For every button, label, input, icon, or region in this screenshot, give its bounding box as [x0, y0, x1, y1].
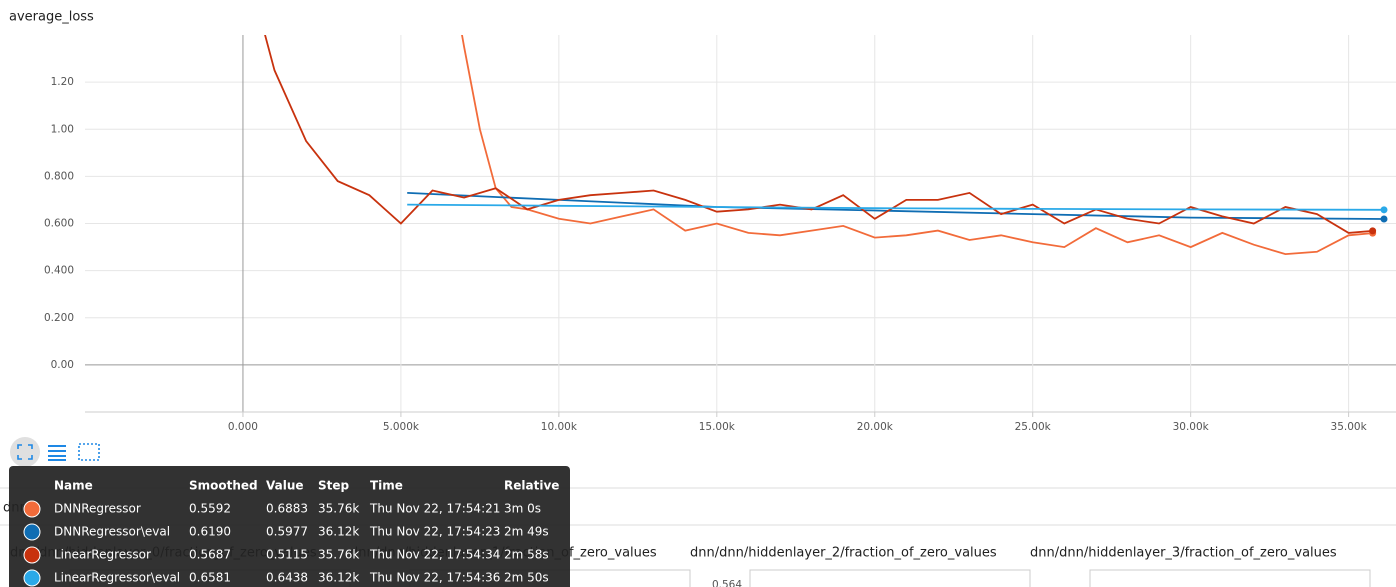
x-tick-label: 15.00k	[699, 421, 736, 433]
toolbar	[10, 437, 100, 467]
tooltip-cell: 0.6581	[189, 571, 231, 585]
y-tick-label: 1.20	[51, 76, 74, 88]
fit-button-bg[interactable]	[10, 437, 40, 467]
grid	[85, 35, 1396, 417]
card-plot	[749, 569, 1031, 587]
tooltip-cell: 0.5977	[266, 525, 308, 539]
series-swatch	[23, 569, 41, 587]
tooltip-cell: 0.6883	[266, 502, 308, 516]
tooltip-cell: Thu Nov 22, 17:54:23	[369, 525, 500, 539]
card-title: dnn/dnn/hiddenlayer_2/fraction_of_zero_v…	[690, 546, 997, 561]
x-tick-label: 30.00k	[1173, 421, 1210, 433]
tooltip-cell: 0.5687	[189, 548, 231, 562]
x-tick-label: 35.00k	[1331, 421, 1368, 433]
x-tick-label: 5.000k	[383, 421, 420, 433]
zoom-icon[interactable]	[78, 443, 100, 461]
tooltip-cell: 35.76k	[318, 502, 359, 516]
series-swatch	[23, 546, 41, 564]
hover-dot	[1369, 227, 1377, 235]
x-tick-label: 20.00k	[857, 421, 894, 433]
tooltip-cell: 36.12k	[318, 525, 359, 539]
y-tick-label: 0.00	[51, 359, 74, 371]
tooltip-name: DNNRegressor	[54, 502, 141, 516]
tooltip-cell: 0.5592	[189, 502, 231, 516]
series-line	[264, 35, 1373, 234]
hover-dot	[1380, 206, 1388, 214]
tooltip-cell: 2m 49s	[504, 525, 549, 539]
card-tick: 0.564	[712, 579, 742, 587]
series-line	[461, 35, 1373, 256]
tooltip-name: DNNRegressor\eval	[54, 525, 170, 539]
y-tick-label: 0.200	[44, 312, 74, 324]
x-tick-label: 0.000	[228, 421, 258, 433]
tooltip-cell: 2m 58s	[504, 548, 549, 562]
tooltip-name: LinearRegressor	[54, 548, 151, 562]
fit-icon[interactable]	[17, 444, 33, 460]
tooltip-header: Relative	[504, 479, 559, 493]
tooltip-header: Time	[370, 479, 403, 493]
tooltip-cell: 35.76k	[318, 548, 359, 562]
y-tick-label: 0.800	[44, 170, 74, 182]
series-swatch	[23, 523, 41, 541]
tooltip-cell: 3m 0s	[504, 502, 541, 516]
card-title: dnn/dnn/hiddenlayer_3/fraction_of_zero_v…	[1030, 546, 1337, 561]
tooltip-cell: 2m 50s	[504, 571, 549, 585]
tooltip-cell: 0.6438	[266, 571, 308, 585]
tooltip-name: LinearRegressor\eval	[54, 571, 180, 585]
tooltip-header: Smoothed	[189, 479, 258, 493]
tooltip: Name Smoothed Value Step Time Relative DNNRegr…	[9, 466, 570, 587]
tooltip-cell: Thu Nov 22, 17:54:21	[369, 502, 500, 516]
tooltip-cell: 0.6190	[189, 525, 231, 539]
hover-dot	[1380, 215, 1388, 223]
tooltip-header: Step	[318, 479, 350, 493]
tooltip-header: Name	[54, 479, 93, 493]
series-swatch	[23, 500, 41, 518]
x-tick-label: 25.00k	[1015, 421, 1052, 433]
tooltip-cell: 0.5115	[266, 548, 308, 562]
card-plot	[1089, 569, 1371, 587]
plot-lines	[264, 35, 1388, 256]
chart-title: average_loss	[9, 10, 94, 25]
data-icon[interactable]	[48, 445, 66, 461]
tooltip-cell: 36.12k	[318, 571, 359, 585]
x-tick-label: 10.00k	[541, 421, 578, 433]
tooltip-cell: Thu Nov 22, 17:54:34	[369, 548, 500, 562]
y-tick-label: 0.400	[44, 265, 74, 277]
series-line	[407, 203, 1385, 211]
tooltip-bg	[9, 466, 570, 587]
tooltip-cell: Thu Nov 22, 17:54:36	[369, 571, 500, 585]
y-tick-label: 0.600	[44, 218, 74, 230]
tooltip-header: Value	[266, 479, 304, 493]
y-tick-label: 1.00	[51, 123, 74, 135]
